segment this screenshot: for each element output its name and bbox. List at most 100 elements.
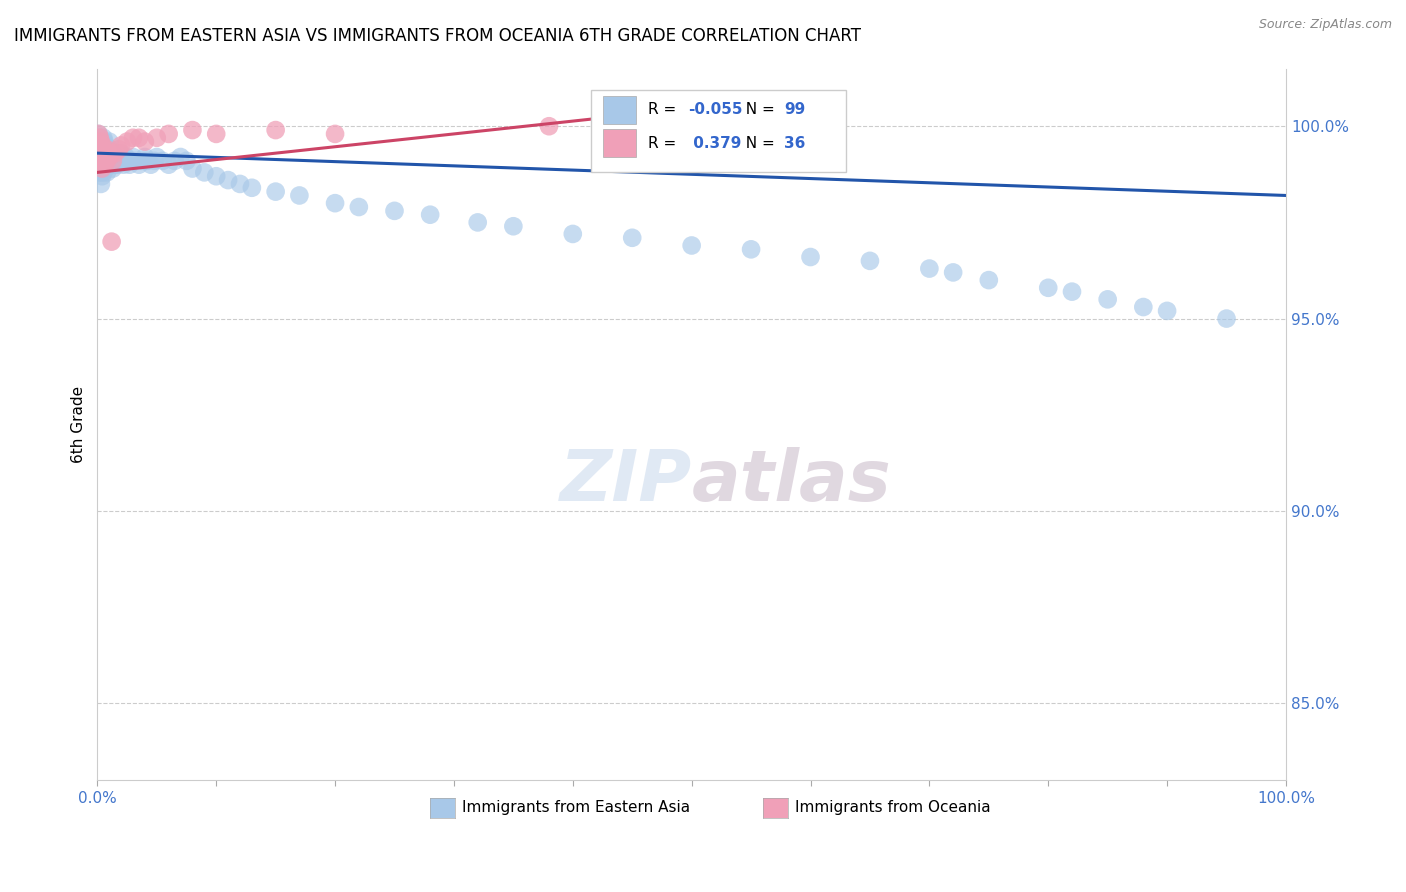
Point xyxy=(97,146,120,161)
Point xyxy=(100,146,122,161)
Point xyxy=(110,138,132,153)
Point xyxy=(1097,293,1119,307)
Point xyxy=(918,261,941,276)
Point xyxy=(1156,304,1178,318)
Point xyxy=(264,185,287,199)
Point xyxy=(128,158,150,172)
Point xyxy=(91,142,114,156)
Point xyxy=(681,238,703,252)
Point xyxy=(264,123,287,137)
Text: R =: R = xyxy=(648,103,681,118)
Text: 36: 36 xyxy=(785,136,806,151)
Point xyxy=(621,231,644,245)
Point xyxy=(1215,311,1237,326)
Point xyxy=(89,142,111,156)
Point xyxy=(561,227,583,241)
Point xyxy=(91,138,114,153)
Text: 99: 99 xyxy=(785,103,806,118)
Point xyxy=(89,161,111,176)
Point xyxy=(134,150,156,164)
Point xyxy=(112,158,135,172)
Point xyxy=(90,135,112,149)
Point xyxy=(193,165,215,179)
Point xyxy=(91,153,114,168)
Point xyxy=(100,158,122,172)
Point xyxy=(122,150,145,164)
Point xyxy=(169,150,191,164)
Point xyxy=(163,153,186,168)
Point xyxy=(103,153,125,168)
Point xyxy=(205,169,228,184)
Point xyxy=(384,203,406,218)
Point xyxy=(90,142,112,156)
Point xyxy=(205,127,228,141)
Point xyxy=(93,158,115,172)
Point xyxy=(104,146,127,161)
Point xyxy=(93,146,115,161)
Point xyxy=(87,165,110,179)
Point xyxy=(131,153,153,168)
Text: ZIP: ZIP xyxy=(560,447,692,516)
Point xyxy=(100,153,122,168)
Text: IMMIGRANTS FROM EASTERN ASIA VS IMMIGRANTS FROM OCEANIA 6TH GRADE CORRELATION CH: IMMIGRANTS FROM EASTERN ASIA VS IMMIGRAN… xyxy=(14,27,860,45)
Point xyxy=(90,165,112,179)
Point xyxy=(104,158,127,172)
Bar xyxy=(603,129,636,158)
Point xyxy=(94,138,117,153)
Point xyxy=(87,146,110,161)
Point xyxy=(96,142,118,156)
Point xyxy=(128,130,150,145)
Point xyxy=(240,181,263,195)
Point xyxy=(124,153,146,168)
Point xyxy=(105,150,128,164)
Point xyxy=(1060,285,1083,299)
Point xyxy=(139,158,162,172)
Point xyxy=(176,153,198,168)
Point xyxy=(100,142,122,156)
Point xyxy=(91,158,114,172)
Point xyxy=(419,208,441,222)
Text: atlas: atlas xyxy=(692,447,891,516)
Point xyxy=(97,146,120,161)
Point xyxy=(91,146,114,161)
Point xyxy=(91,130,114,145)
Point xyxy=(96,165,118,179)
Point xyxy=(89,150,111,164)
Point xyxy=(94,161,117,176)
Point xyxy=(93,135,115,149)
Point xyxy=(89,130,111,145)
Point xyxy=(90,158,112,172)
Point xyxy=(157,127,180,141)
Point xyxy=(146,150,169,164)
Point xyxy=(98,135,121,149)
Point xyxy=(157,158,180,172)
Point xyxy=(122,130,145,145)
Point xyxy=(96,153,118,168)
Text: -0.055: -0.055 xyxy=(688,103,742,118)
Point xyxy=(229,177,252,191)
Point xyxy=(89,138,111,153)
Point xyxy=(136,153,159,168)
Y-axis label: 6th Grade: 6th Grade xyxy=(72,386,86,463)
Point xyxy=(91,138,114,153)
Point xyxy=(90,146,112,161)
Point xyxy=(91,142,114,156)
Text: N =: N = xyxy=(735,103,779,118)
Point xyxy=(93,158,115,172)
Point xyxy=(107,158,129,172)
Point xyxy=(152,153,174,168)
Point xyxy=(799,250,821,264)
Point xyxy=(143,153,166,168)
Point xyxy=(98,158,121,172)
Point xyxy=(91,150,114,164)
Text: Immigrants from Eastern Asia: Immigrants from Eastern Asia xyxy=(463,800,690,815)
Text: 0.379: 0.379 xyxy=(688,136,741,151)
Point xyxy=(115,150,138,164)
Point xyxy=(115,153,138,168)
Point xyxy=(118,158,141,172)
Point xyxy=(87,127,110,141)
Text: Immigrants from Oceania: Immigrants from Oceania xyxy=(796,800,991,815)
Point xyxy=(91,161,114,176)
Point xyxy=(91,169,114,184)
Point xyxy=(467,215,489,229)
